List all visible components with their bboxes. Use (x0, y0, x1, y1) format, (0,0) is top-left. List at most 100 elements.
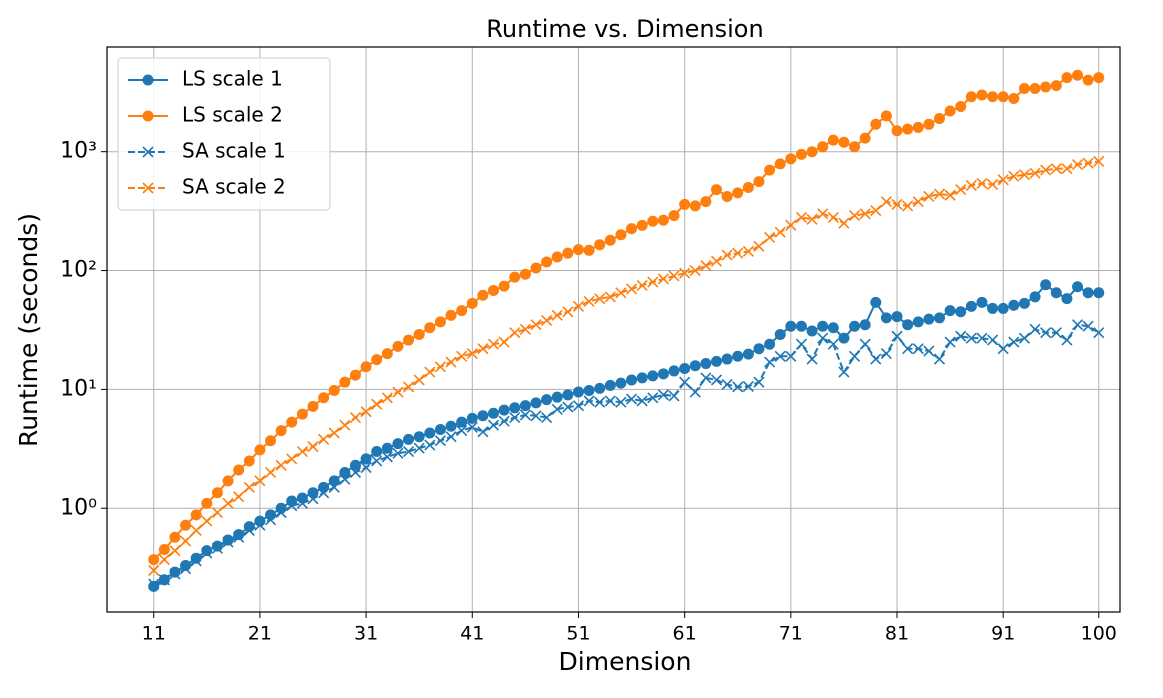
marker (445, 431, 457, 443)
marker (594, 382, 606, 394)
marker (859, 132, 871, 144)
marker (976, 296, 988, 308)
marker (572, 400, 585, 412)
marker (318, 481, 330, 493)
marker (381, 442, 393, 454)
marker (190, 555, 202, 567)
x-tick-label: 51 (566, 623, 590, 645)
marker (1040, 279, 1052, 291)
marker (402, 445, 415, 458)
marker (827, 322, 839, 334)
marker (891, 198, 903, 210)
marker (1093, 327, 1105, 339)
marker (976, 177, 988, 190)
marker (413, 442, 425, 454)
marker (275, 506, 287, 519)
marker (318, 487, 330, 499)
marker (880, 110, 892, 122)
marker (626, 374, 638, 386)
marker (413, 431, 425, 443)
marker (902, 343, 914, 355)
marker (264, 514, 277, 526)
marker (933, 113, 945, 125)
marker (424, 439, 436, 451)
marker (1061, 163, 1073, 175)
marker (806, 146, 818, 158)
x-tick-label: 100 (1081, 623, 1117, 645)
marker (636, 279, 648, 291)
marker (477, 426, 489, 438)
marker (636, 372, 648, 384)
marker (424, 427, 436, 439)
x-tick-label: 71 (779, 623, 803, 645)
marker (774, 158, 786, 170)
marker (880, 196, 892, 208)
marker (148, 578, 160, 590)
marker (148, 554, 160, 566)
marker (445, 356, 457, 368)
marker (710, 374, 723, 386)
marker (392, 438, 404, 450)
marker (774, 226, 786, 238)
series-line (153, 283, 1099, 588)
marker (562, 389, 574, 401)
x-tick-label: 41 (460, 623, 484, 645)
marker (604, 395, 616, 407)
marker (339, 419, 351, 431)
x-tick-label: 61 (673, 623, 697, 645)
marker (318, 392, 330, 404)
marker (1018, 169, 1030, 181)
marker (880, 312, 892, 324)
marker (434, 316, 446, 328)
marker (233, 531, 245, 543)
marker (1072, 281, 1084, 293)
marker (434, 361, 446, 373)
marker (732, 247, 744, 259)
marker (647, 276, 659, 288)
marker (965, 91, 977, 103)
marker (870, 353, 882, 365)
marker (689, 200, 701, 212)
marker (477, 289, 489, 301)
marker (859, 319, 871, 331)
marker (201, 545, 213, 557)
marker (211, 542, 223, 554)
marker (307, 400, 319, 412)
marker (721, 190, 733, 202)
marker (583, 244, 595, 256)
marker (1018, 83, 1030, 95)
marker (997, 343, 1009, 355)
marker (349, 459, 361, 471)
marker (254, 444, 266, 456)
marker (169, 568, 181, 580)
marker (838, 332, 850, 344)
marker (541, 411, 553, 424)
marker (1050, 287, 1062, 299)
marker (371, 354, 383, 366)
marker (222, 497, 234, 509)
marker (806, 213, 818, 225)
marker (742, 181, 754, 193)
marker (392, 447, 404, 459)
marker (1082, 74, 1094, 86)
marker (615, 377, 627, 389)
marker (286, 500, 298, 512)
marker (339, 473, 351, 485)
marker (615, 229, 627, 241)
marker (732, 350, 744, 362)
marker (753, 376, 765, 388)
marker (211, 506, 223, 519)
marker (1008, 170, 1020, 182)
marker (742, 348, 754, 360)
marker (211, 540, 223, 552)
marker (434, 423, 446, 435)
marker (1040, 164, 1052, 176)
marker (997, 302, 1009, 314)
marker (795, 338, 808, 350)
marker (955, 184, 967, 196)
marker (753, 343, 765, 355)
marker (902, 123, 914, 135)
y-tick-label: 10² (60, 258, 97, 283)
marker (679, 362, 691, 374)
marker (158, 554, 170, 566)
